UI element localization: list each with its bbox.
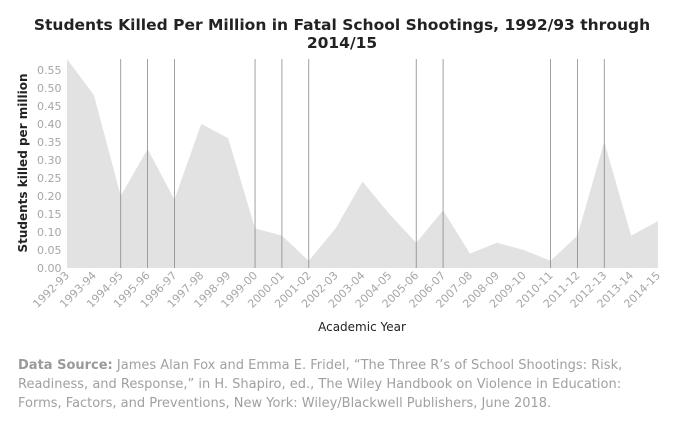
area-series bbox=[67, 59, 658, 268]
y-tick-label: 0.55 bbox=[37, 64, 62, 77]
x-axis-label: Academic Year bbox=[318, 320, 406, 334]
y-tick-label: 0.30 bbox=[37, 154, 62, 167]
y-axis-label: Students killed per million bbox=[16, 73, 30, 252]
chart-area: 0.00 0.05 0.10 0.15 0.20 0.25 0.30 0.35 0.40 0.45… bbox=[16, 59, 663, 334]
data-source-note: Data Source: James Alan Fox and Emma E. … bbox=[18, 356, 668, 413]
y-tick-label: 0.00 bbox=[37, 262, 62, 275]
y-tick-label: 0.20 bbox=[37, 190, 62, 203]
source-text: James Alan Fox and Emma E. Fridel, “The … bbox=[18, 358, 623, 411]
y-tick-label: 0.05 bbox=[37, 244, 62, 257]
y-tick-label: 0.50 bbox=[37, 82, 62, 95]
source-label: Data Source: bbox=[18, 358, 113, 373]
y-tick-label: 0.45 bbox=[37, 100, 62, 113]
y-tick-label: 0.35 bbox=[37, 136, 62, 149]
y-tick-label: 0.15 bbox=[37, 208, 62, 221]
y-tick-label: 0.40 bbox=[37, 118, 62, 131]
y-tick-label: 0.25 bbox=[37, 172, 62, 185]
y-tick-label: 0.10 bbox=[37, 226, 62, 239]
chart-title: Students Killed Per Million in Fatal Sch… bbox=[33, 16, 651, 52]
